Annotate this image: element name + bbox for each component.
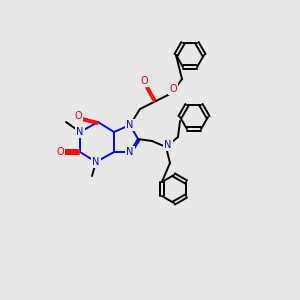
Text: O: O — [140, 76, 148, 86]
Text: N: N — [76, 127, 84, 137]
Text: N: N — [126, 147, 134, 157]
Text: N: N — [92, 157, 100, 167]
Text: O: O — [74, 111, 82, 121]
Text: O: O — [169, 84, 177, 94]
Text: N: N — [126, 120, 134, 130]
Text: O: O — [56, 147, 64, 157]
Text: N: N — [164, 140, 172, 150]
